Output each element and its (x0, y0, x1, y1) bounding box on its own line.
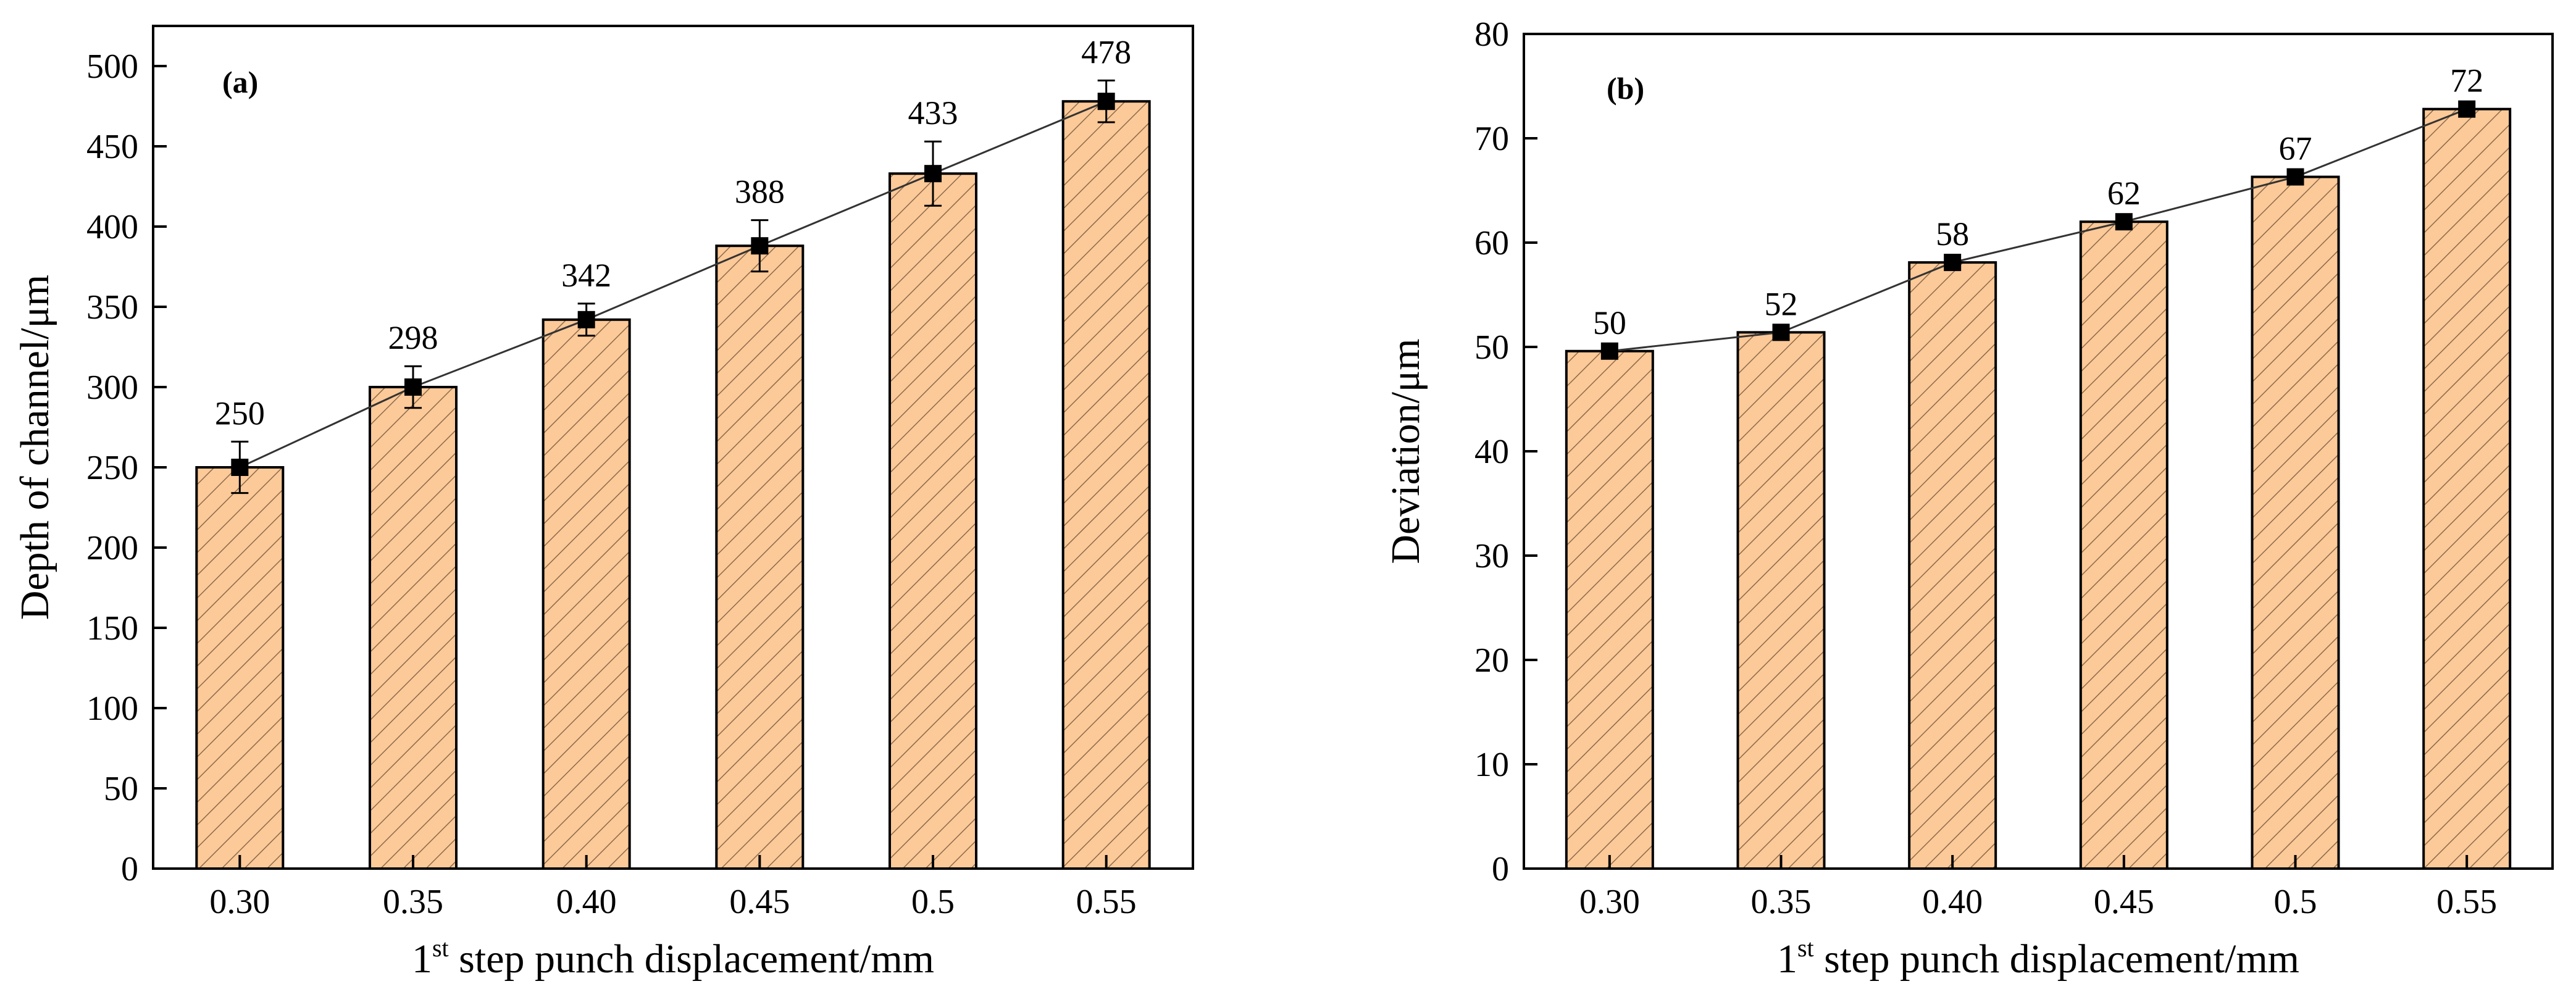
plot-frame-a (152, 25, 1194, 870)
marker-b-5 (2458, 100, 2476, 118)
x-axis-label-b: 1st step punch displacement/mm (1777, 934, 2299, 982)
marker-a-1 (404, 378, 422, 396)
marker-b-2 (1944, 254, 1962, 272)
panel-label-b: (b) (1607, 71, 1644, 106)
x-tick-label-b-3: 0.45 (2094, 883, 2154, 921)
bar-b-1 (1736, 331, 1826, 870)
data-label-a-2: 342 (561, 257, 611, 294)
data-label-b-2: 58 (1936, 215, 1969, 252)
data-label-b-4: 67 (2279, 130, 2312, 167)
bar-a-4 (889, 172, 977, 870)
bar-a-3 (715, 244, 805, 870)
marker-a-4 (924, 165, 942, 183)
x-tick-label-a-4: 0.5 (911, 883, 955, 921)
series-line-b (1609, 108, 2467, 352)
marker-b-4 (2286, 168, 2304, 186)
panel-label-a: (a) (222, 65, 258, 99)
y-tick-label-a-450: 450 (86, 128, 138, 166)
y-tick-label-b-0: 0 (1492, 850, 1509, 888)
y-tick-label-a-50: 50 (104, 770, 138, 808)
y-tick-label-b-60: 60 (1474, 224, 1509, 262)
bar-b-2 (1908, 261, 1997, 870)
data-label-b-1: 52 (1765, 285, 1798, 322)
y-tick-label-b-70: 70 (1474, 120, 1509, 158)
plot-frame-b (1523, 33, 2554, 870)
x-tick-label-b-1: 0.35 (1751, 883, 1812, 921)
chart-panel-a: 250 298 342 388 433 478 0 50 100 150 200 250 300 350 4… (12, 25, 1194, 982)
marker-b-3 (2115, 213, 2133, 231)
data-label-b-5: 72 (2450, 62, 2483, 99)
y-tick-label-b-20: 20 (1474, 641, 1509, 680)
x-tick-label-a-5: 0.55 (1076, 883, 1137, 921)
series-line-a (239, 100, 1107, 469)
x-axis-label-a: 1st step punch displacement/mm (412, 934, 934, 982)
marker-a-3 (751, 237, 769, 255)
y-tick-label-a-300: 300 (86, 369, 138, 407)
y-tick-label-a-350: 350 (86, 288, 138, 327)
x-tick-label-b-4: 0.5 (2274, 883, 2317, 921)
data-label-a-0: 250 (215, 394, 265, 432)
bar-b-0 (1565, 349, 1654, 870)
bar-a-1 (369, 386, 458, 870)
x-tick-label-a-3: 0.45 (729, 883, 790, 921)
x-tick-label-b-0: 0.30 (1579, 883, 1640, 921)
chart-panel-b: 50 52 58 62 67 72 0 10 20 30 40 50 60 70 80 0.30 0.35 0.4… (1383, 15, 2554, 982)
data-label-b-0: 50 (1593, 304, 1626, 341)
data-label-a-1: 298 (388, 319, 438, 356)
y-tick-label-b-50: 50 (1474, 328, 1509, 367)
x-tick-label-a-1: 0.35 (383, 883, 443, 921)
x-tick-label-a-2: 0.40 (556, 883, 617, 921)
y-axis-label-b: Deviation/μm (1383, 338, 1428, 564)
y-axis-label-a: Depth of channel/μm (12, 275, 57, 620)
marker-a-0 (231, 459, 249, 476)
y-tick-label-a-400: 400 (86, 208, 138, 246)
bar-a-5 (1061, 100, 1151, 870)
bar-a-0 (195, 466, 285, 870)
marker-b-0 (1600, 342, 1618, 360)
y-tick-label-a-250: 250 (86, 449, 138, 487)
marker-a-2 (577, 311, 595, 328)
marker-b-1 (1772, 323, 1790, 341)
data-label-a-4: 433 (908, 94, 958, 131)
data-label-a-5: 478 (1081, 33, 1131, 70)
marker-a-5 (1097, 93, 1115, 111)
x-tick-label-b-2: 0.40 (1922, 883, 1983, 921)
data-label-b-3: 62 (2107, 175, 2141, 212)
y-tick-label-b-40: 40 (1474, 433, 1509, 471)
y-tick-label-a-150: 150 (86, 609, 138, 648)
bar-b-5 (2422, 107, 2512, 870)
x-tick-label-a-0: 0.30 (209, 883, 270, 921)
data-label-a-3: 388 (735, 173, 785, 211)
x-tick-label-b-5: 0.55 (2436, 883, 2497, 921)
y-tick-label-a-100: 100 (86, 690, 138, 728)
y-tick-label-b-10: 10 (1474, 746, 1509, 784)
y-tick-label-a-0: 0 (121, 850, 138, 888)
bar-b-3 (2079, 220, 2168, 870)
y-tick-label-a-500: 500 (86, 48, 138, 86)
bar-b-4 (2251, 175, 2340, 870)
y-tick-label-a-200: 200 (86, 529, 138, 567)
y-tick-label-b-30: 30 (1474, 537, 1509, 575)
bar-a-2 (542, 318, 631, 870)
y-tick-label-b-80: 80 (1474, 15, 1509, 54)
